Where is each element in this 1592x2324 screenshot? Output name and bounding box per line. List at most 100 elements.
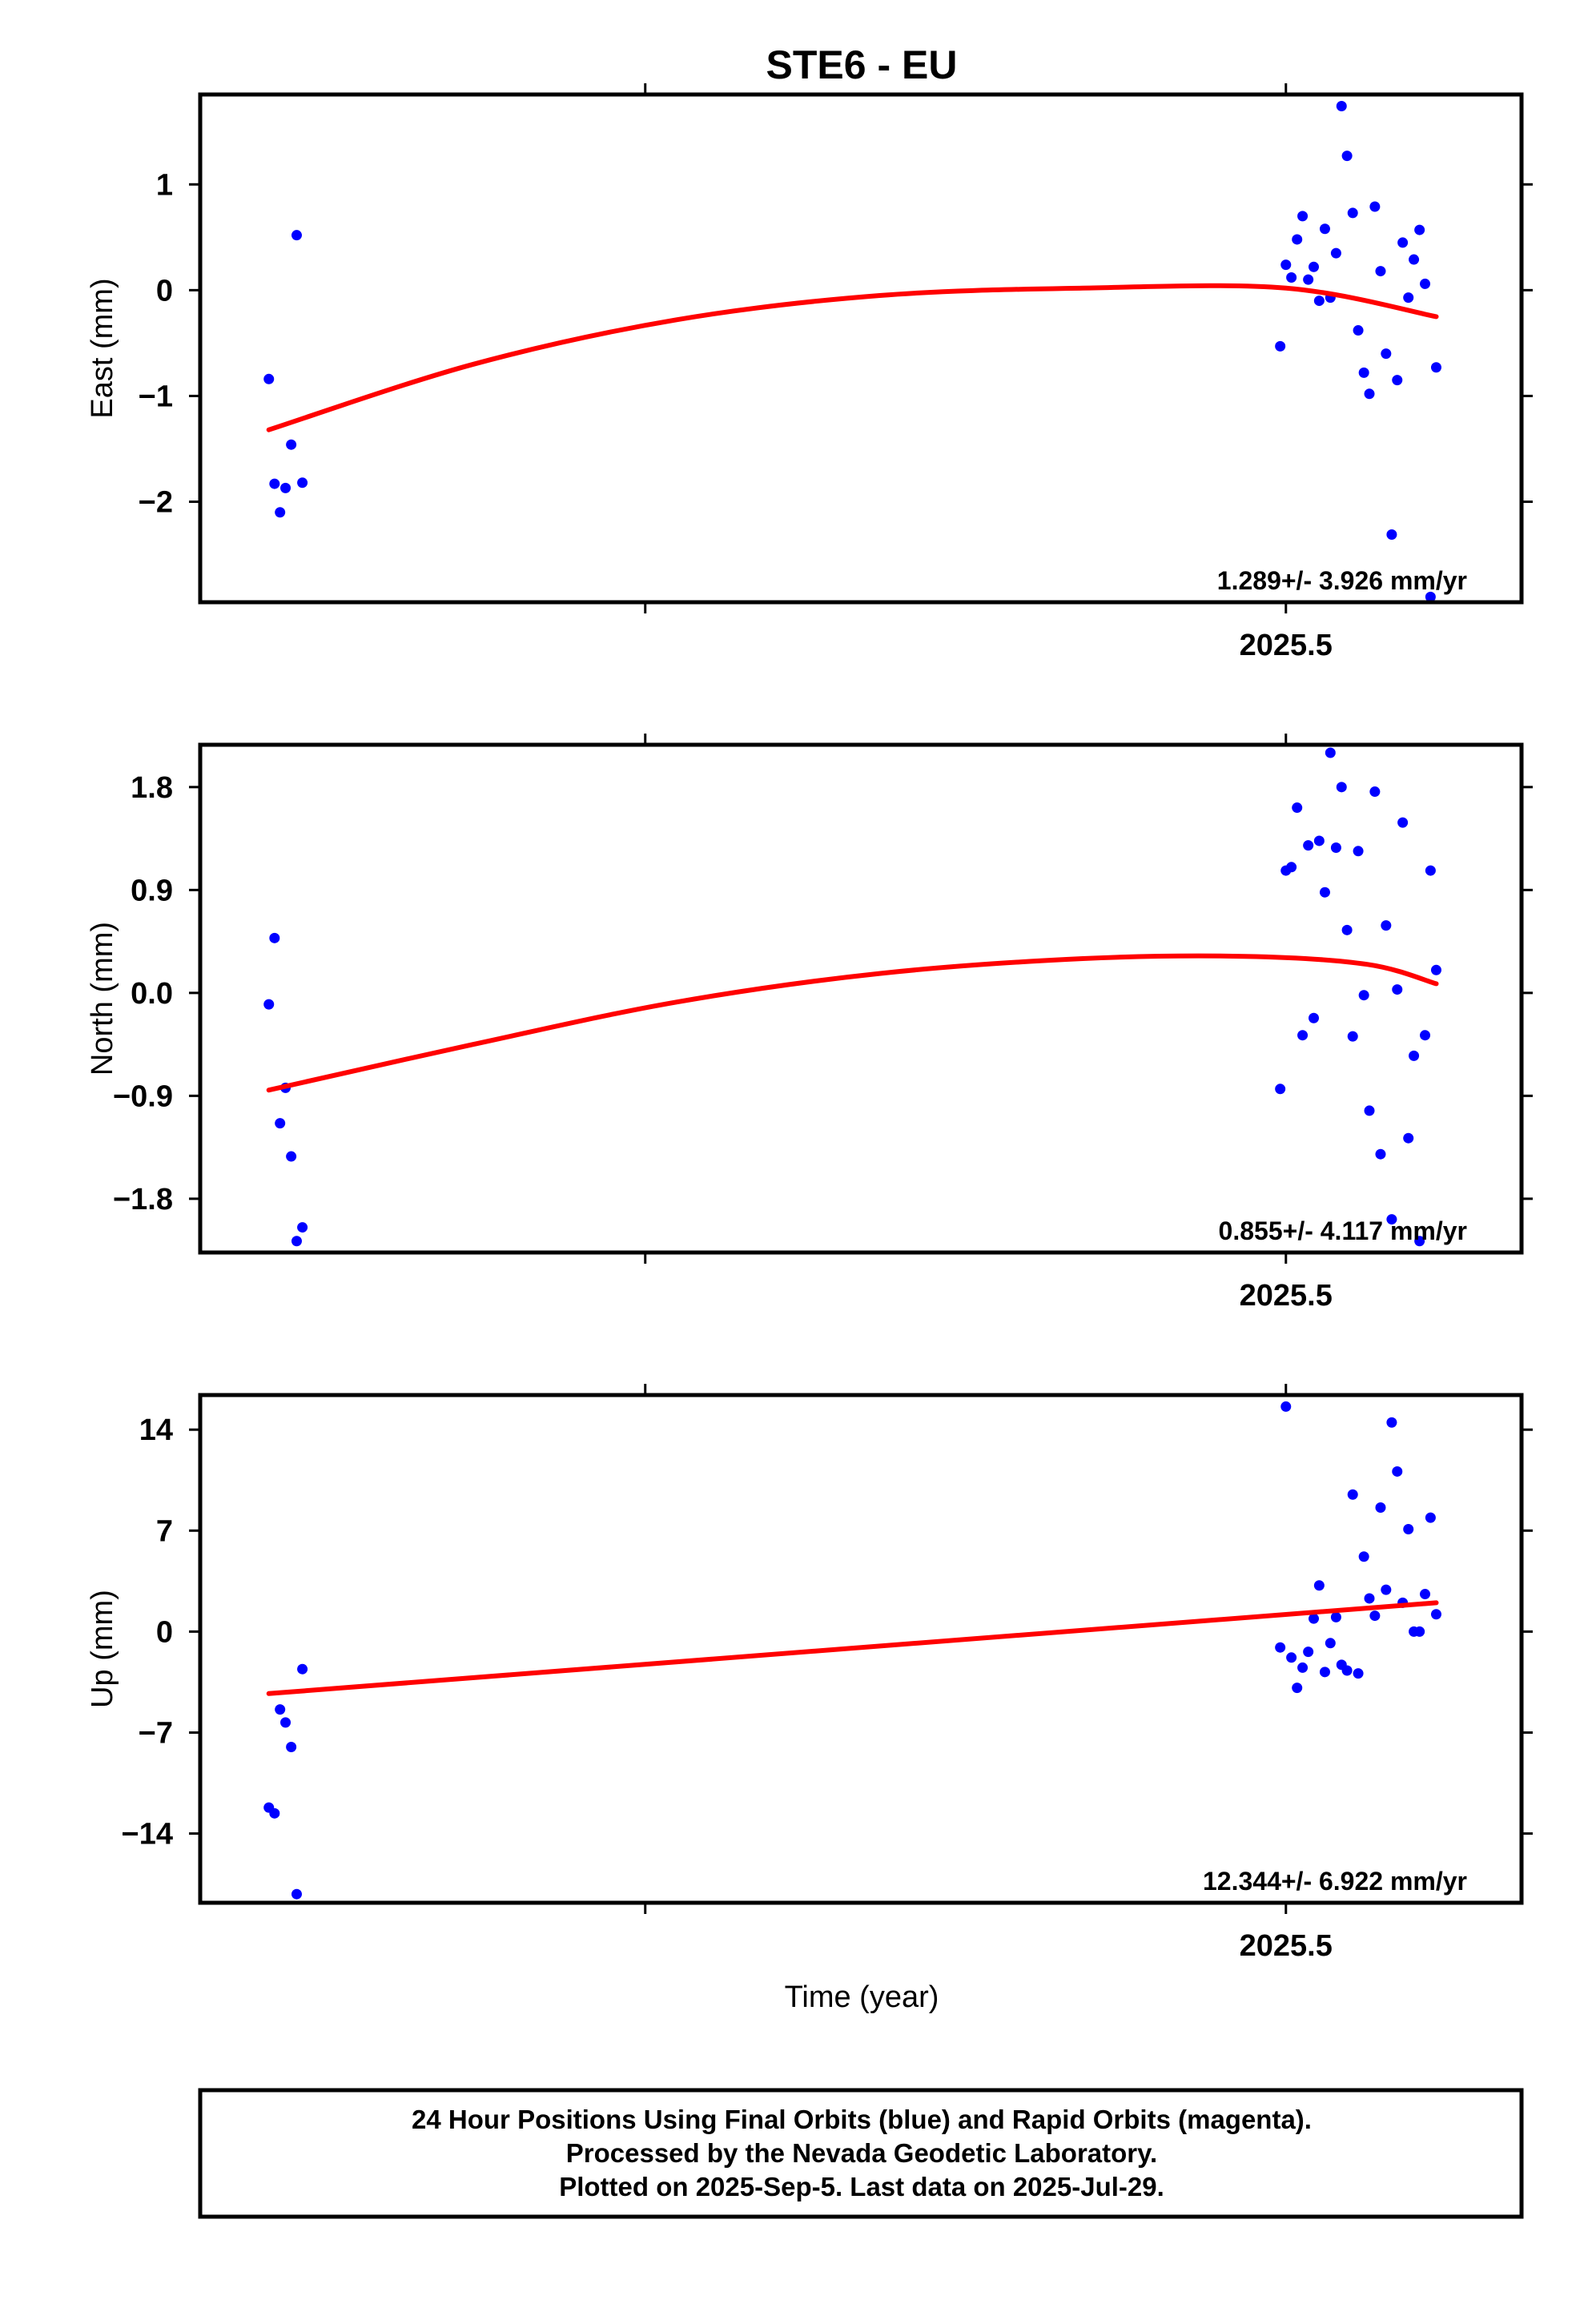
- north-data-point: [1303, 840, 1314, 851]
- up-data-point: [1341, 1665, 1353, 1676]
- up-frame: [198, 1393, 1524, 1905]
- east-data-point: [1403, 292, 1414, 304]
- up-ytick-label: −14: [122, 1818, 173, 1852]
- north-data-point: [1341, 924, 1353, 935]
- north-data-point: [1364, 1105, 1375, 1116]
- up-data-point: [1425, 1512, 1436, 1523]
- east-data-point: [269, 478, 280, 489]
- east-data-point: [1309, 261, 1320, 272]
- east-ytick-label: 0: [156, 274, 173, 308]
- east-data-point: [1369, 201, 1381, 212]
- east-ytick-label: −2: [139, 486, 173, 520]
- up-data-point: [1347, 1489, 1358, 1500]
- east-data-point: [1341, 151, 1353, 162]
- north-data-point: [1397, 817, 1409, 828]
- north-data-point: [1420, 1030, 1431, 1041]
- east-data-point: [1386, 529, 1397, 540]
- north-data-point: [1403, 1132, 1414, 1144]
- north-data-point: [1297, 1030, 1309, 1041]
- north-data-point: [1425, 865, 1436, 876]
- up-xtick-label: 2025.5: [1240, 1929, 1333, 1963]
- x-axis-label: Time (year): [785, 1980, 939, 2014]
- north-data-point: [263, 999, 275, 1010]
- east-data-point: [1319, 223, 1330, 235]
- north-fit-line: [266, 953, 1439, 1093]
- north-data-point: [1358, 990, 1369, 1001]
- up-ytick-label: 0: [156, 1615, 173, 1649]
- up-data-point: [1275, 1642, 1286, 1653]
- north-data-point: [1347, 1031, 1358, 1042]
- up-data-point: [1364, 1593, 1375, 1604]
- east-rate-label: 1.289+/- 3.926 mm/yr: [1217, 566, 1467, 595]
- up-data-point: [1420, 1589, 1431, 1600]
- east-data-point: [1313, 296, 1325, 307]
- north-rate-label: 0.855+/- 4.117 mm/yr: [1219, 1216, 1467, 1245]
- up-data-point: [1325, 1638, 1336, 1649]
- north-y-axis-label: North (mm): [86, 922, 119, 1076]
- north-data-point: [1353, 846, 1364, 857]
- east-data-point: [280, 482, 291, 493]
- east-data-point: [1430, 362, 1441, 373]
- up-data-point: [1297, 1662, 1309, 1673]
- east-data-point: [1409, 254, 1420, 265]
- north-data-point: [1292, 802, 1303, 814]
- north-data-point: [1409, 1050, 1420, 1061]
- north-data-point: [1319, 887, 1330, 898]
- north-frame: [198, 742, 1524, 1255]
- north-data-point: [1414, 1236, 1425, 1247]
- up-data-point: [1430, 1609, 1441, 1620]
- north-data-point: [1325, 747, 1336, 758]
- up-data-point: [1353, 1668, 1364, 1679]
- up-data-point: [269, 1807, 280, 1819]
- up-data-point: [1330, 1611, 1341, 1622]
- footer-line-2: Processed by the Nevada Geodetic Laborat…: [566, 2138, 1157, 2168]
- north-data-point: [286, 1151, 297, 1162]
- east-data-point: [1336, 101, 1347, 112]
- north-panel: −1.8 −0.9 0.0 0.9 1.8 2025.5 North (mm) 0.855+/…: [86, 734, 1533, 1313]
- up-ytick-label: −7: [139, 1716, 173, 1750]
- up-data-point: [275, 1704, 286, 1715]
- up-data-point: [280, 1717, 291, 1728]
- north-data-point: [1430, 964, 1441, 975]
- north-data-point: [1336, 782, 1347, 793]
- up-data-point: [1319, 1667, 1330, 1678]
- east-data-point: [1297, 211, 1309, 222]
- east-data-point: [1392, 375, 1403, 386]
- east-ytick-label: 1: [156, 168, 173, 202]
- east-data-point: [291, 230, 302, 241]
- north-data-point: [1381, 920, 1392, 931]
- north-xtick-label: 2025.5: [1240, 1279, 1333, 1313]
- east-ytick-label: −1: [139, 380, 173, 413]
- up-data-point: [1309, 1613, 1320, 1624]
- chart-title: STE6 - EU: [766, 42, 958, 87]
- east-data-point: [1364, 388, 1375, 400]
- north-data-point: [1330, 842, 1341, 854]
- up-ytick-label: 7: [156, 1514, 173, 1548]
- east-data-point: [1397, 237, 1409, 248]
- up-data-point: [1280, 1401, 1292, 1412]
- up-data-point: [1386, 1417, 1397, 1428]
- east-data-point: [1425, 591, 1436, 602]
- east-frame: [198, 92, 1524, 605]
- up-data-point: [1369, 1610, 1381, 1622]
- up-ytick-label: 14: [139, 1413, 173, 1447]
- north-data-point: [1375, 1148, 1386, 1160]
- east-data-point: [1353, 325, 1364, 336]
- north-data-point: [1313, 835, 1325, 846]
- up-data-point: [297, 1663, 308, 1675]
- up-data-point: [291, 1888, 302, 1900]
- east-data-point: [1375, 266, 1386, 277]
- east-data-point: [286, 439, 297, 450]
- up-data-point: [1381, 1584, 1392, 1595]
- north-data-point: [1286, 862, 1297, 873]
- up-data-point: [1292, 1683, 1303, 1694]
- north-data-point: [291, 1236, 302, 1247]
- up-data-point: [1403, 1524, 1414, 1535]
- north-data-point: [1275, 1084, 1286, 1095]
- north-data-point: [297, 1222, 308, 1233]
- up-data-point: [1414, 1626, 1425, 1637]
- up-data-point: [1303, 1647, 1314, 1658]
- north-series: [263, 747, 1441, 1247]
- east-xtick-label: 2025.5: [1240, 629, 1333, 662]
